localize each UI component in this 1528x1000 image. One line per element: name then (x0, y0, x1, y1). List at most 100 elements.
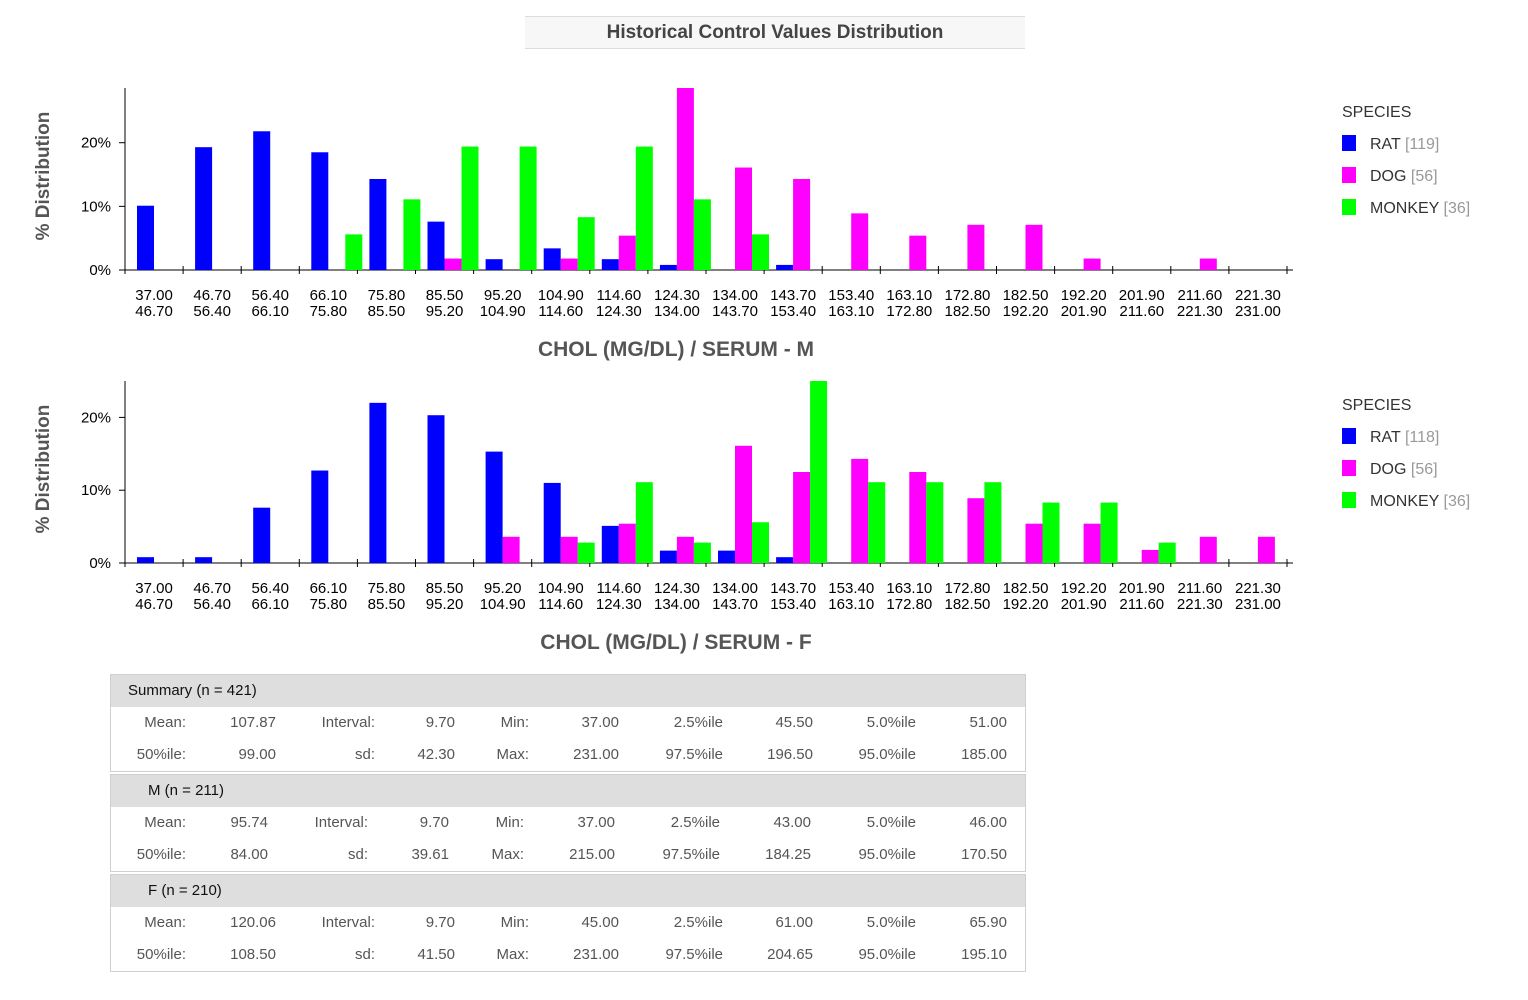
bar-rat[interactable] (543, 248, 561, 270)
bar-rat[interactable] (137, 557, 154, 563)
bar-dog[interactable] (676, 88, 694, 270)
bar-rat[interactable] (718, 550, 735, 563)
bar-monkey[interactable] (984, 482, 1002, 563)
bar-dog[interactable] (1083, 523, 1101, 563)
bar-dog[interactable] (967, 498, 985, 563)
legend-swatch (1342, 492, 1356, 508)
bar-rat[interactable] (195, 557, 213, 563)
bar-monkey[interactable] (926, 482, 944, 563)
y-tick-label: 10% (81, 198, 111, 215)
bar-dog[interactable] (909, 472, 927, 563)
bar-dog[interactable] (618, 235, 636, 270)
x-tick-label-low: 172.80 (945, 580, 991, 597)
bar-rat[interactable] (311, 470, 329, 563)
x-tick-label-high: 192.20 (1003, 596, 1049, 613)
bar-dog[interactable] (1199, 536, 1217, 563)
bar-rat[interactable] (601, 525, 619, 563)
legend-item-rat[interactable]: RAT [119] (1342, 135, 1439, 153)
bar-rat[interactable] (253, 131, 271, 270)
x-tick-label-low: 66.10 (310, 580, 348, 597)
bar-monkey[interactable] (868, 482, 886, 563)
bar-rat[interactable] (311, 152, 329, 270)
stat-label: Max: (496, 746, 529, 763)
legend-title: SPECIES (1342, 104, 1411, 121)
bar-monkey[interactable] (577, 542, 595, 563)
bar-monkey[interactable] (810, 381, 828, 563)
bar-monkey[interactable] (635, 146, 653, 270)
bar-rat[interactable] (427, 415, 445, 563)
legend-series-name: DOG (1370, 461, 1411, 478)
legend-item-monkey[interactable]: MONKEY [36] (1342, 199, 1470, 217)
bar-rat[interactable] (485, 451, 503, 563)
bar-rat[interactable] (776, 264, 794, 270)
bar-dog[interactable] (676, 536, 694, 563)
bar-dog[interactable] (560, 258, 578, 270)
bar-rat[interactable] (543, 482, 561, 563)
bar-monkey[interactable] (693, 199, 711, 270)
bar-dog[interactable] (1083, 258, 1101, 270)
bar-dog[interactable] (793, 472, 811, 563)
x-axis-title: CHOL (MG/DL) / SERUM - F (540, 631, 812, 654)
bar-rat[interactable] (137, 205, 154, 270)
legend-series-name: DOG (1370, 168, 1411, 185)
x-tick-label-low: 192.20 (1061, 287, 1107, 304)
bar-rat[interactable] (427, 221, 445, 270)
bar-monkey[interactable] (577, 217, 595, 270)
bar-monkey[interactable] (519, 146, 537, 270)
bar-dog[interactable] (1141, 549, 1159, 563)
stats-block: Summary (n = 421) Mean: 107.87 Interval: 9.7… (110, 674, 1026, 772)
bar-dog[interactable] (1025, 523, 1043, 563)
stat-value: 195.10 (961, 946, 1007, 963)
stat-value: 120.06 (230, 914, 276, 931)
legend-item-rat[interactable]: RAT [118] (1342, 428, 1439, 446)
bar-dog[interactable] (1257, 536, 1275, 563)
stat-label: Interval: (321, 914, 375, 931)
bar-monkey[interactable] (752, 234, 769, 270)
stat-label: Max: (496, 946, 529, 963)
stat-label: 2.5%ile (673, 714, 723, 731)
bar-dog[interactable] (618, 523, 636, 563)
legend-item-monkey[interactable]: MONKEY [36] (1342, 492, 1470, 510)
bar-monkey[interactable] (1042, 502, 1060, 563)
bar-rat[interactable] (659, 550, 677, 563)
x-tick-label-low: 124.30 (654, 287, 700, 304)
legend-item-dog[interactable]: DOG [56] (1342, 167, 1438, 185)
bar-dog[interactable] (967, 224, 985, 270)
x-tick-label-low: 172.80 (945, 287, 991, 304)
bar-monkey[interactable] (1100, 502, 1118, 563)
bar-dog[interactable] (444, 258, 462, 270)
bar-monkey[interactable] (345, 234, 363, 270)
bar-rat[interactable] (369, 179, 387, 270)
bar-dog[interactable] (909, 235, 927, 270)
bar-rat[interactable] (659, 264, 677, 270)
legend-item-dog[interactable]: DOG [56] (1342, 460, 1438, 478)
x-tick-label-low: 143.70 (770, 287, 816, 304)
stat-label: sd: (354, 946, 375, 963)
bar-rat[interactable] (601, 259, 619, 270)
stat-value: 231.00 (573, 746, 619, 763)
bar-dog[interactable] (735, 167, 752, 270)
bar-monkey[interactable] (1158, 542, 1176, 563)
stats-row: 50%ile: 108.50 sd: 41.50 Max: 231.00 97.5%ile 2… (111, 939, 1025, 971)
bar-dog[interactable] (735, 445, 752, 563)
bar-dog[interactable] (1025, 224, 1043, 270)
bar-dog[interactable] (560, 536, 578, 563)
x-tick-label-high: 231.00 (1235, 303, 1281, 320)
bar-rat[interactable] (195, 147, 213, 270)
x-tick-label-high: 143.70 (712, 303, 758, 320)
bar-dog[interactable] (502, 536, 520, 563)
bar-monkey[interactable] (461, 146, 479, 270)
bar-rat[interactable] (776, 557, 794, 563)
bar-monkey[interactable] (403, 199, 421, 270)
bar-rat[interactable] (485, 259, 503, 270)
bar-monkey[interactable] (693, 542, 711, 563)
x-tick-label-low: 134.00 (712, 287, 758, 304)
bar-rat[interactable] (369, 402, 387, 563)
bar-dog[interactable] (1199, 258, 1217, 270)
bar-rat[interactable] (253, 507, 271, 563)
bar-monkey[interactable] (635, 482, 653, 563)
bar-dog[interactable] (793, 179, 811, 270)
bar-dog[interactable] (851, 458, 869, 563)
bar-monkey[interactable] (752, 522, 769, 563)
bar-dog[interactable] (851, 213, 869, 270)
